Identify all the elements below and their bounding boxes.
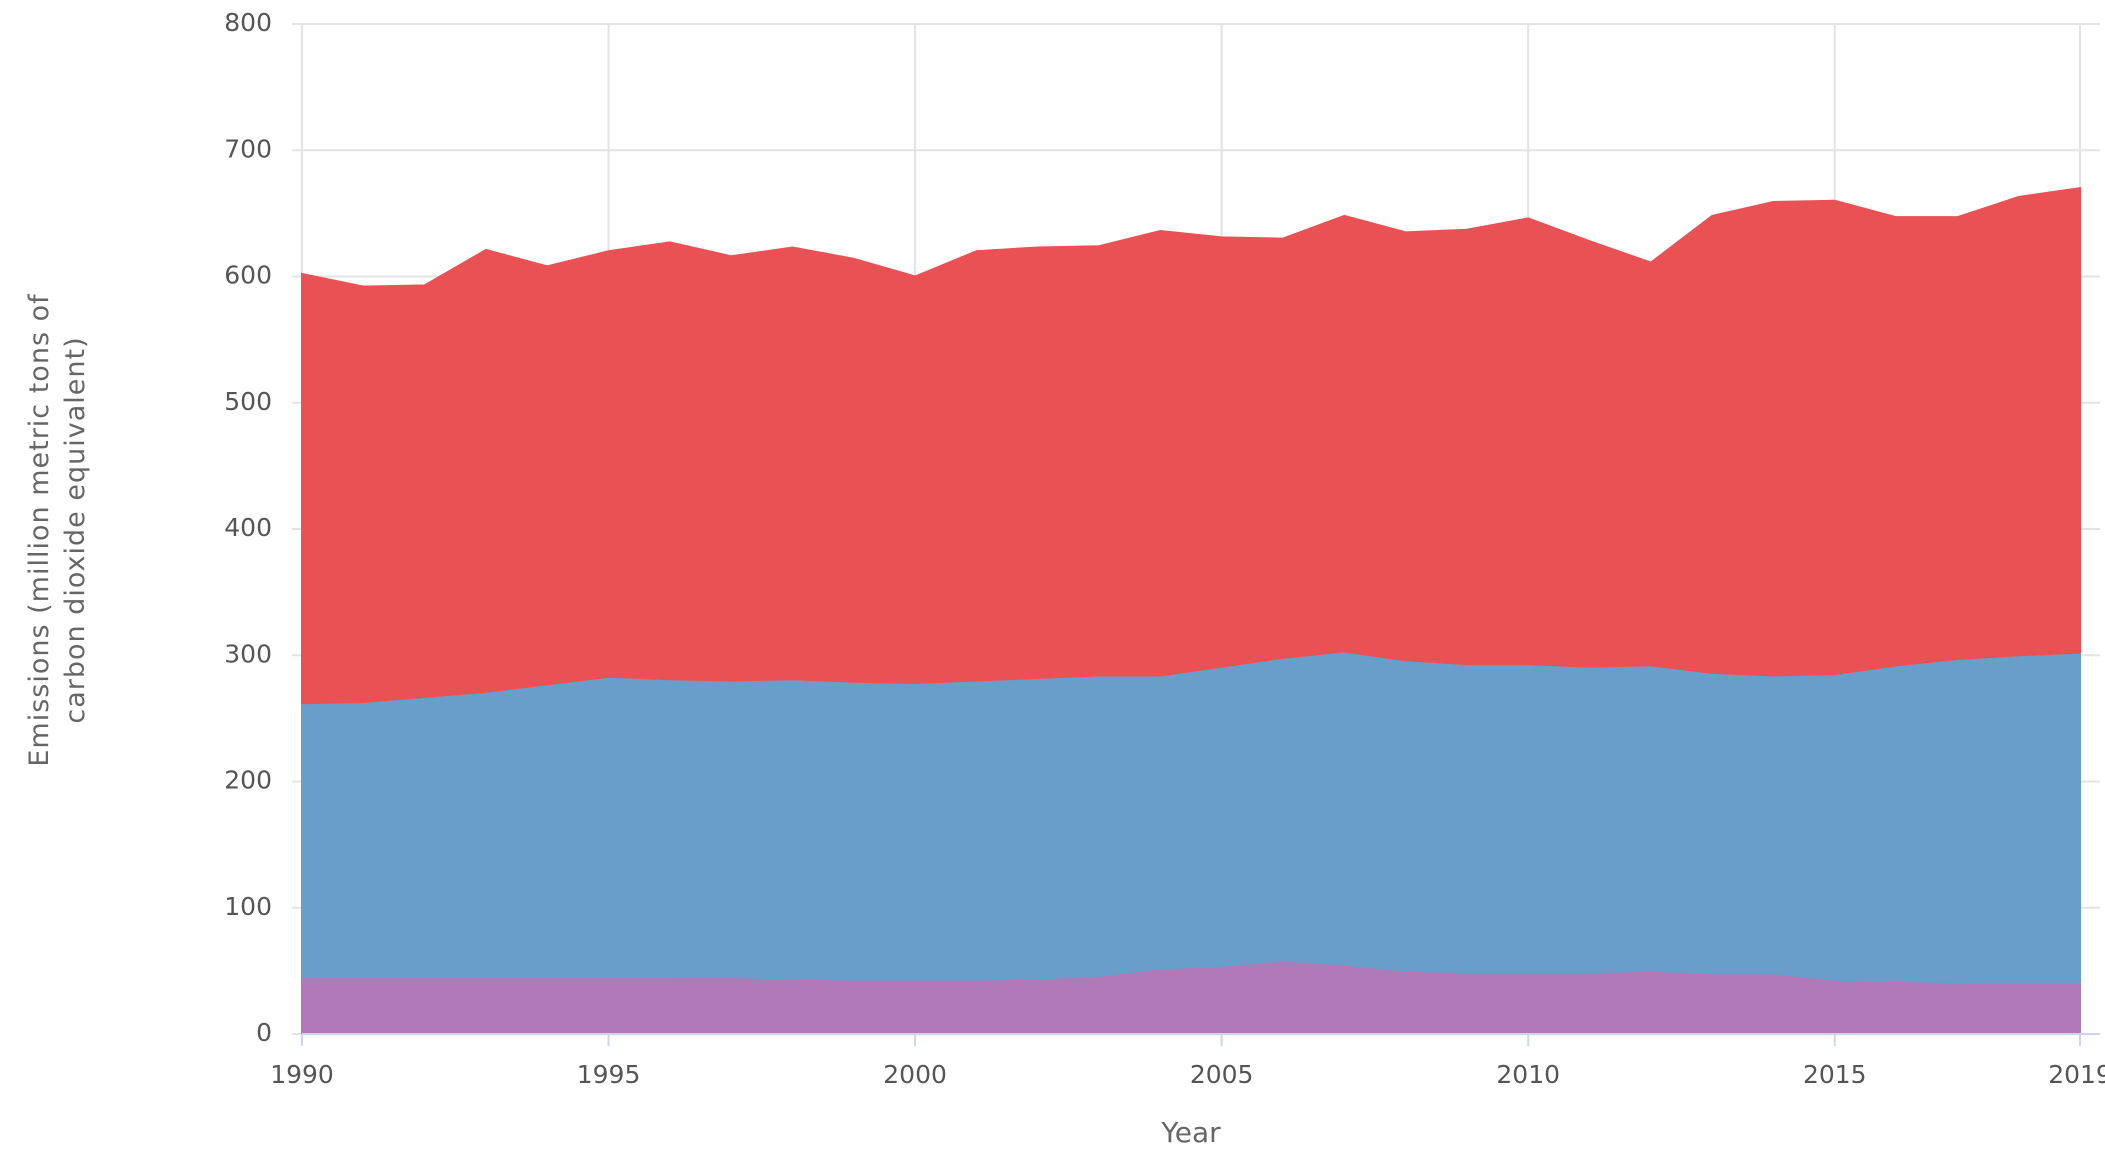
- y-tick-label: 800: [224, 8, 272, 37]
- y-tick-label: 500: [224, 387, 272, 416]
- x-axis-label: Year: [1160, 1116, 1221, 1149]
- x-tick-label: 2019: [2048, 1060, 2105, 1089]
- area: [301, 650, 2081, 984]
- y-tick-label: 600: [224, 261, 272, 290]
- area: [301, 186, 2081, 705]
- y-tick-label: 300: [224, 639, 272, 668]
- x-tick-label: 2010: [1496, 1060, 1560, 1089]
- y-axis-label: Emissions (million metric tons of carbon…: [24, 293, 91, 767]
- y-tick-label: 200: [224, 766, 272, 795]
- x-tick-label: 1995: [577, 1060, 641, 1089]
- x-tick-label: 2000: [883, 1060, 947, 1089]
- x-tick-label: 2005: [1190, 1060, 1254, 1089]
- y-tick-label: 100: [224, 892, 272, 921]
- x-tick-label: 2015: [1803, 1060, 1867, 1089]
- y-tick-label: 700: [224, 134, 272, 163]
- x-tick-label: 1990: [270, 1060, 334, 1089]
- y-tick-label: 0: [256, 1018, 272, 1047]
- y-tick-label: 400: [224, 513, 272, 542]
